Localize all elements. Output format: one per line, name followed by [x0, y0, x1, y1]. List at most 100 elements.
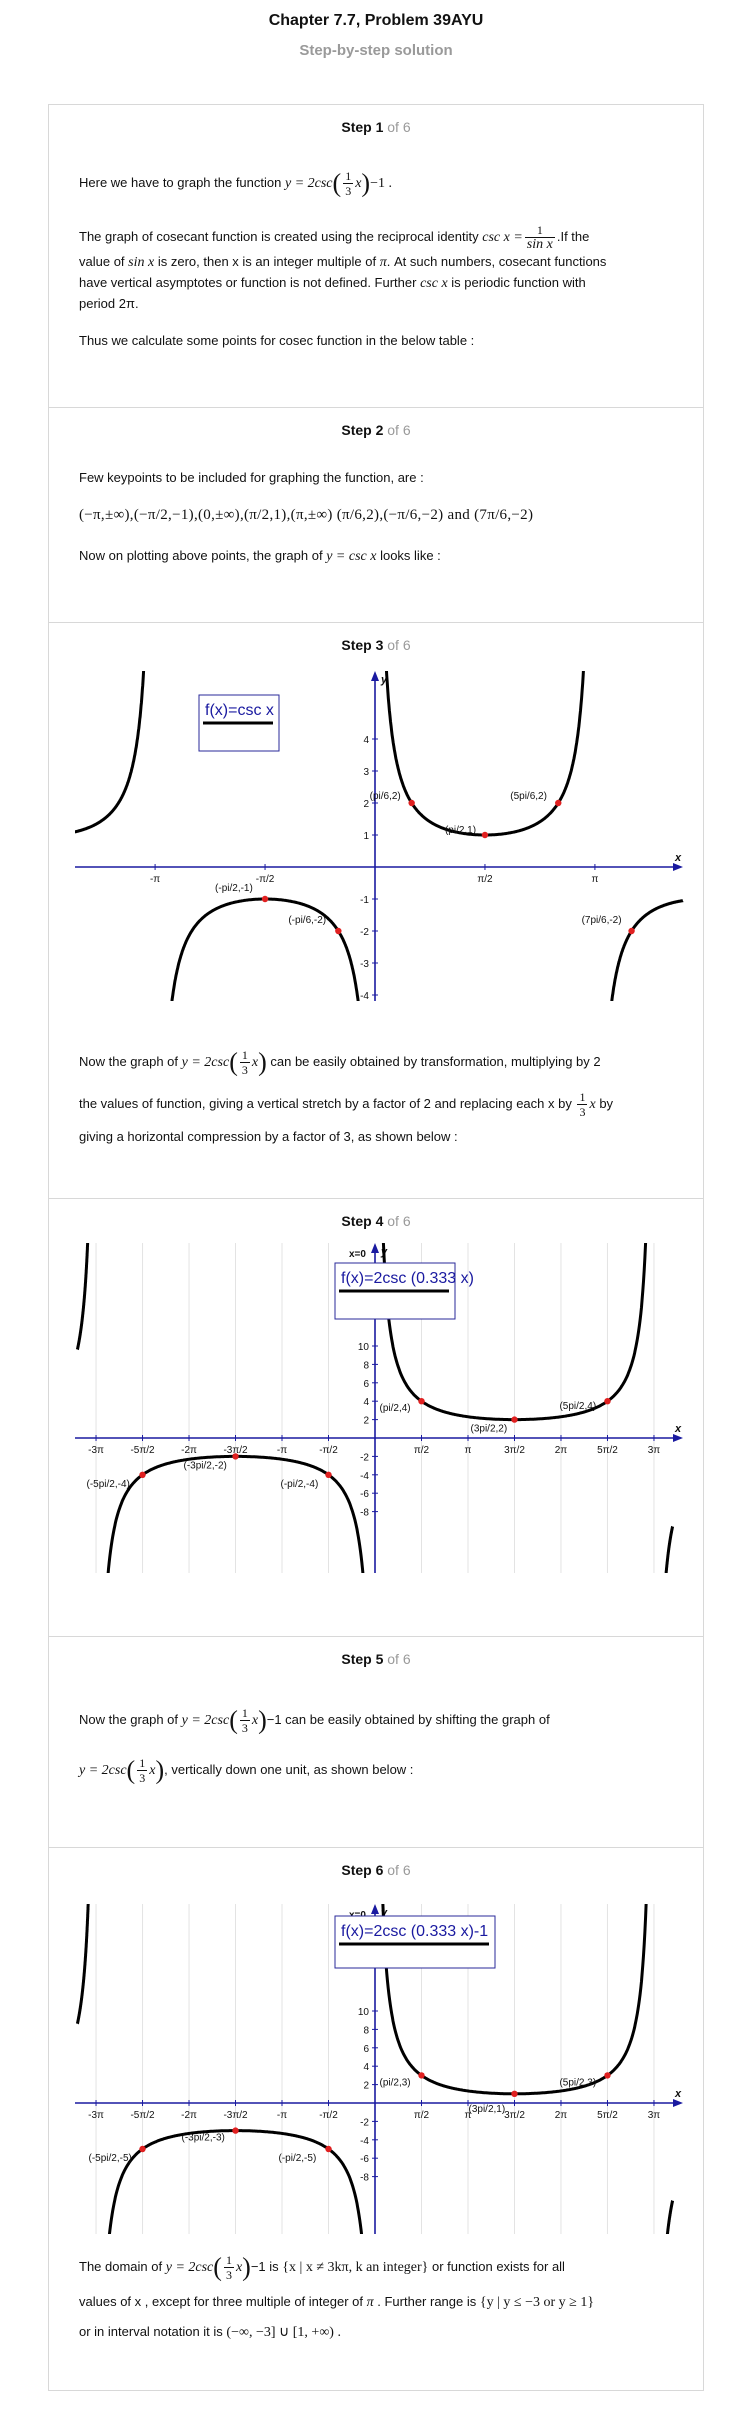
x-tick-label: -π/2 [256, 874, 275, 885]
step-1-para-2: The graph of cosecant function is create… [79, 223, 607, 311]
data-point [232, 2127, 239, 2134]
step-1-para-1: Here we have to graph the function y = 2… [79, 168, 392, 198]
x-tick-label: -3π/2 [223, 1445, 248, 1456]
x-tick-label: 3π/2 [504, 2110, 525, 2121]
page-title: Chapter 7.7, Problem 39AYU [268, 12, 484, 29]
y-tick-label: 2 [363, 1416, 369, 1427]
y-tick-label: -8 [360, 1508, 369, 1519]
x-axis-arrow [673, 863, 683, 871]
data-point [139, 1471, 146, 1478]
step-5-heading: Step 5 of 6 [341, 1651, 411, 1667]
y-tick-label: 4 [363, 1397, 369, 1408]
page-subtitle: Step-by-step solution [299, 42, 453, 59]
y-tick-label: -3 [360, 959, 369, 970]
x-tick-label: 2π [555, 2110, 568, 2121]
point-label: (-pi/2,-4) [281, 1479, 319, 1490]
step-3-card: Step 3 of 6 x y -π -π/2 π/2 π 4 3 2 1 -1 -2 -3 -4 (-pi… [48, 622, 704, 1199]
y-tick-label: 10 [358, 2007, 370, 2018]
y-tick-label: 8 [363, 1360, 369, 1371]
x-axis-label: x [674, 852, 682, 864]
step-6-card: Step 6 of 6 xyx=0-3π-5π/2-2π-3π/2-π-π/2π… [48, 1847, 704, 2391]
data-point [511, 1416, 518, 1423]
y-tick-label: -4 [360, 2136, 369, 2147]
curve-branch [170, 897, 360, 1001]
data-point [555, 799, 562, 807]
y-tick-label: -6 [360, 2154, 369, 2165]
point-label: (pi/2,4) [379, 1403, 410, 1414]
data-point [139, 2145, 146, 2153]
point-label: (3pi/2,1) [468, 2104, 505, 2115]
x-tick-label: 5π/2 [597, 1445, 618, 1456]
graph-2csc-x-3-minus-1: xyx=0-3π-5π/2-2π-3π/2-π-π/2π/2π3π/22π5π/… [75, 1904, 683, 2234]
y-tick-label: 2 [363, 2081, 369, 2092]
y-tick-label: -1 [360, 895, 369, 906]
curve-branch [76, 1904, 90, 2025]
data-point [335, 927, 342, 935]
x-tick-label: -π/2 [319, 2110, 338, 2121]
step-3-para-3: giving a horizontal compression by a fac… [79, 1129, 458, 1144]
step-6-para-1: The domain of y = 2csc(1 3 x)−1 is {x | x … [79, 2252, 565, 2283]
step-5-card: Step 5 of 6 Now the graph of y = 2csc(1 3… [48, 1636, 704, 1848]
step-3-para-1: Now the graph of y = 2csc(1 3 x) can be ea… [79, 1047, 601, 1078]
y-tick-label: -2 [360, 1452, 369, 1463]
legend-box [334, 1915, 496, 1969]
x-tick-label: π/2 [477, 874, 493, 885]
y-tick-label: 10 [358, 1342, 370, 1353]
x-tick-label: -3π/2 [223, 2110, 248, 2121]
x-tick-label: -2π [181, 2110, 197, 2121]
point-label: (-pi/2,-5) [279, 2153, 317, 2164]
x-tick-label: π [465, 2110, 472, 2121]
legend-text: f(x)=2csc (0.333 x)-1 [341, 1923, 488, 1940]
x-tick-label: 3π [648, 2110, 661, 2121]
step-4-card: Step 4 of 6 x y x=0 -3π -5π/2 -2π -3π/2 -π -π/2 π… [48, 1198, 704, 1637]
point-label: (-3pi/2,-2) [184, 1460, 227, 1471]
x-tick-label: -3π [88, 1445, 104, 1456]
legend-text: f(x)=csc x [205, 702, 274, 719]
point-label: (-5pi/2,-5) [89, 2153, 132, 2164]
graph-csc-x: x y -π -π/2 π/2 π 4 3 2 1 -1 -2 -3 -4 (-pi/2,-1) (-pi/6… [75, 671, 684, 1001]
x-tick-label: π [591, 874, 598, 885]
curve-branch [384, 671, 585, 837]
point-label: (pi/2,3) [379, 2077, 410, 2088]
y-tick-label: -4 [360, 991, 369, 1001]
step-3-heading: Step 3 of 6 [341, 637, 411, 653]
x-tick-label: -π [150, 874, 160, 885]
y-tick-label: -6 [360, 1489, 369, 1500]
data-point [261, 895, 269, 903]
graph-2csc-x-3: xyx=0-3π -5π/2 -2π -3π/2 -π -π/2 π/2 π 3π/2 2π 5π/… [75, 1243, 683, 1573]
x-axis-label: x [674, 2088, 682, 2100]
y-tick-label: 8 [363, 2025, 369, 2036]
data-point [418, 2072, 425, 2079]
step-4-heading: Step 4 of 6 [341, 1213, 411, 1229]
step-2-heading: Step 2 of 6 [341, 422, 411, 438]
point-label: (pi/6,2) [370, 791, 401, 802]
y-tick-label: -8 [360, 2173, 369, 2184]
point-label: (5pi/6,2) [510, 791, 547, 802]
y-axis-label: y [380, 674, 388, 686]
y-tick-label: 6 [363, 2044, 369, 2055]
point-label: (5pi/2,4) [559, 1401, 596, 1412]
y-tick-label: -4 [360, 1471, 369, 1482]
point-label: (-pi/6,-2) [288, 915, 326, 926]
x-tick-label: -π/2 [319, 1445, 338, 1456]
step-6-para-2: values of x , except for three multiple … [79, 2294, 595, 2310]
x-axis-arrow [673, 1434, 683, 1442]
x-tick-label: -5π/2 [130, 1445, 155, 1456]
step-1-heading: Step 1 of 6 [341, 119, 411, 135]
x-tick-label: 3π [648, 1445, 661, 1456]
point-label: (3pi/2,2) [470, 1424, 507, 1435]
point-label: (pi/2,1) [445, 825, 476, 836]
data-point [511, 2090, 518, 2097]
step-2-para-1: Few keypoints to be included for graphin… [79, 470, 424, 485]
data-point [418, 1398, 425, 1405]
y-tick-label: -2 [360, 2117, 369, 2128]
step-2-card: Step 2 of 6 Few keypoints to be included… [48, 407, 704, 623]
curve-branch [664, 1525, 674, 1573]
x-tick-label: π [465, 1445, 472, 1456]
y-tick-label: 1 [363, 831, 369, 842]
point-label: (-pi/2,-1) [215, 883, 253, 894]
data-point [481, 831, 489, 839]
y-tick-label: 6 [363, 1379, 369, 1390]
y-tick-label: 3 [363, 767, 369, 778]
curve-branch [76, 1243, 90, 1351]
